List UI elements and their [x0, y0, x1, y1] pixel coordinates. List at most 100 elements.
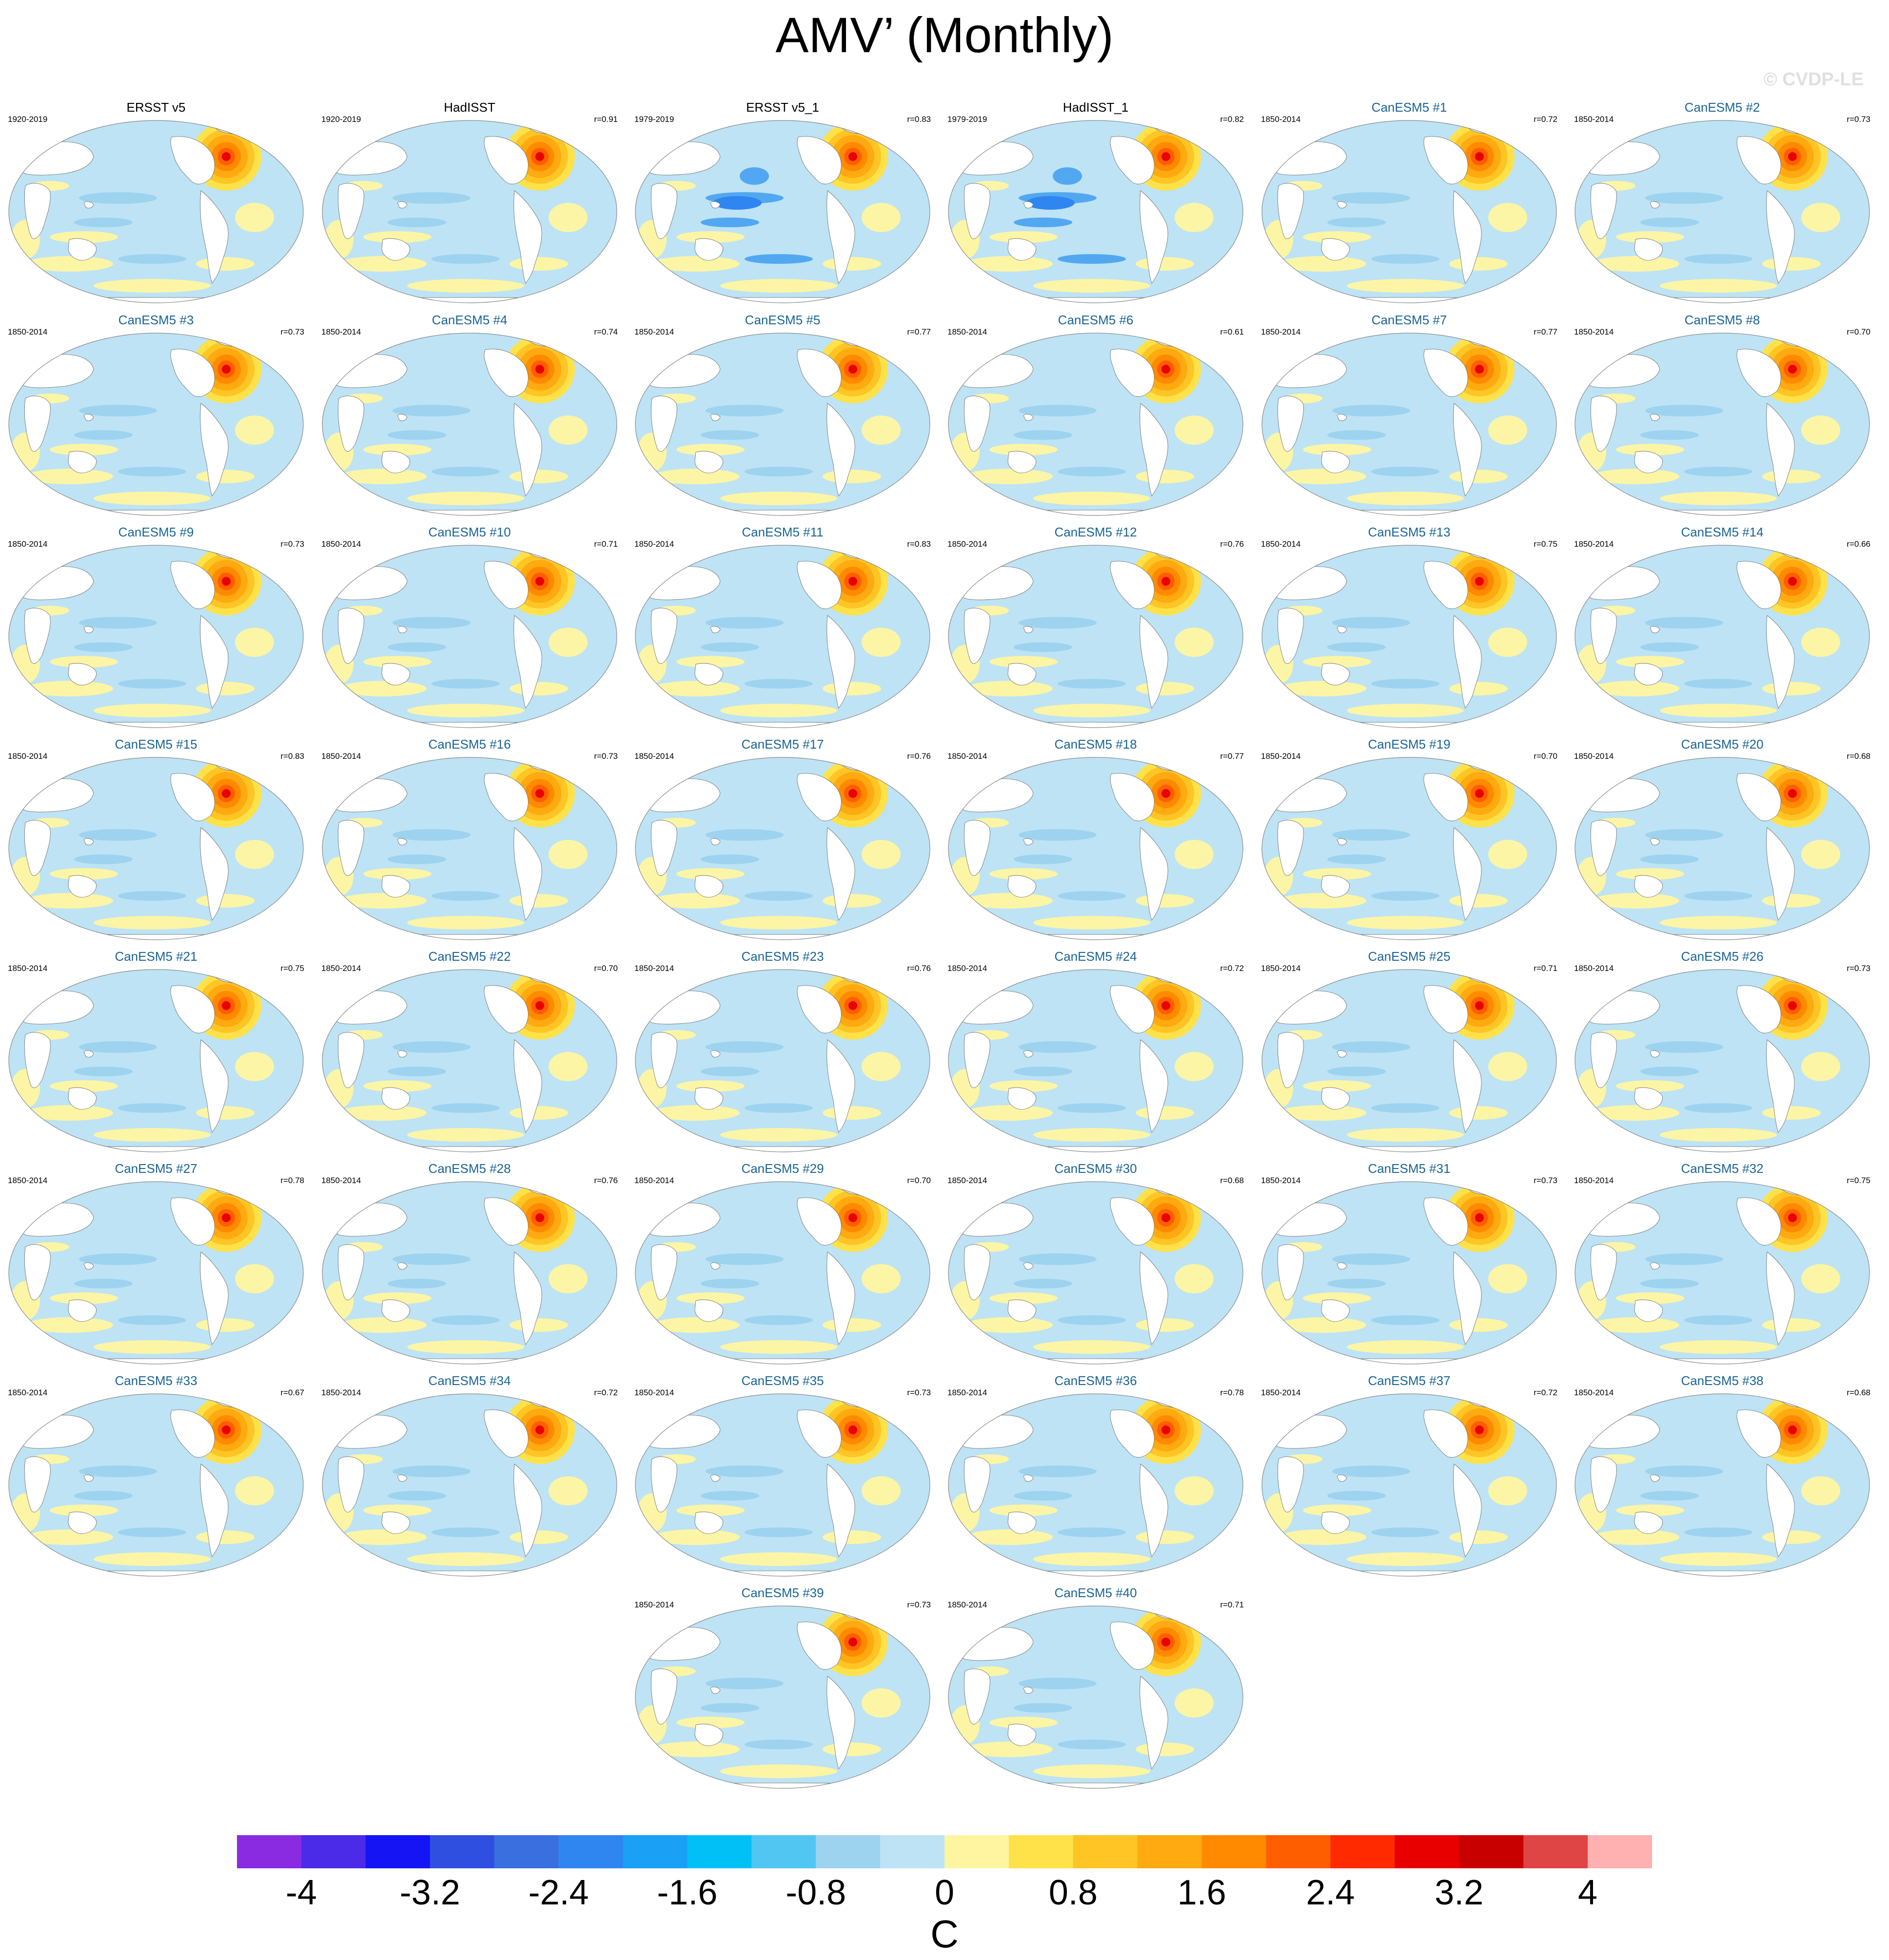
map-panel: CanESM5 #26 1850-2014 r=0.73 [1566, 949, 1878, 1161]
panel-title: CanESM5 #3 [118, 313, 194, 327]
panel-years: 1850-2014 [321, 1176, 361, 1185]
map-panel: CanESM5 #36 1850-2014 r=0.78 [940, 1373, 1252, 1585]
map-panel: CanESM5 #39 1850-2014 r=0.73 [627, 1585, 939, 1798]
panel-years: 1850-2014 [634, 1388, 674, 1397]
panel-title: CanESM5 #7 [1371, 313, 1447, 327]
world-map [1574, 545, 1870, 728]
map-panel: CanESM5 #13 1850-2014 r=0.75 [1253, 525, 1565, 737]
colorbar-segment [687, 1835, 752, 1868]
panel-years: 1850-2014 [947, 964, 987, 973]
colorbar-segment [1459, 1835, 1524, 1868]
panel-years: 1850-2014 [321, 964, 361, 973]
world-map [8, 1393, 304, 1577]
panel-years: 1979-2019 [947, 115, 987, 124]
world-map [322, 1393, 617, 1577]
world-map [635, 120, 930, 303]
panel-correlation: r=0.72 [1220, 964, 1244, 973]
world-map [322, 757, 617, 940]
panel-title: CanESM5 #5 [745, 313, 821, 327]
panel-correlation: r=0.82 [1220, 115, 1244, 124]
panel-title: CanESM5 #23 [741, 949, 824, 964]
map-panel: CanESM5 #3 1850-2014 r=0.73 [0, 313, 312, 525]
map-panel: CanESM5 #1 1850-2014 r=0.72 [1253, 100, 1565, 312]
map-panel: CanESM5 #16 1850-2014 r=0.73 [314, 737, 626, 949]
world-map [1574, 1181, 1870, 1365]
panel-correlation: r=0.76 [907, 964, 931, 973]
panel-years: 1850-2014 [1574, 964, 1614, 973]
panel-correlation: r=0.68 [1847, 752, 1870, 761]
panel-years: 1850-2014 [321, 1388, 361, 1397]
world-map [948, 1605, 1243, 1789]
panel-years: 1850-2014 [321, 327, 361, 337]
colorbar-segment [1588, 1835, 1652, 1868]
panel-years: 1850-2014 [634, 1600, 674, 1609]
map-panel: CanESM5 #19 1850-2014 r=0.70 [1253, 737, 1565, 949]
map-panel: HadISST 1920-2019 r=0.91 [314, 100, 626, 312]
panel-title: HadISST [444, 100, 495, 115]
panel-years: 1850-2014 [634, 964, 674, 973]
panel-years: 1850-2014 [8, 327, 48, 337]
panel-title: CanESM5 #27 [115, 1161, 197, 1176]
panel-correlation: r=0.75 [1847, 1176, 1870, 1185]
panel-years: 1850-2014 [947, 1176, 987, 1185]
panel-correlation: r=0.73 [1847, 964, 1870, 973]
panel-correlation: r=0.70 [594, 964, 618, 973]
panel-correlation: r=0.83 [907, 115, 931, 124]
colorbar-segment [301, 1835, 366, 1868]
panel-title: CanESM5 #24 [1054, 949, 1137, 964]
map-panel: CanESM5 #17 1850-2014 r=0.76 [627, 737, 939, 949]
panel-correlation: r=0.72 [594, 1388, 618, 1397]
panel-correlation: r=0.70 [1847, 327, 1870, 337]
watermark: © CVDP-LE [1763, 69, 1864, 90]
map-panel: CanESM5 #12 1850-2014 r=0.76 [940, 525, 1252, 737]
world-map [1261, 969, 1557, 1152]
world-map [948, 545, 1243, 728]
world-map [635, 333, 930, 516]
panel-title: CanESM5 #26 [1681, 949, 1764, 964]
colorbar-segment [1266, 1835, 1331, 1868]
panel-correlation: r=0.71 [594, 539, 618, 549]
panel-years: 1850-2014 [8, 752, 48, 761]
map-panel: CanESM5 #5 1850-2014 r=0.77 [627, 313, 939, 525]
map-panel: CanESM5 #11 1850-2014 r=0.83 [627, 525, 939, 737]
world-map [8, 1181, 304, 1365]
panel-title: CanESM5 #18 [1054, 737, 1137, 752]
panel-title: CanESM5 #22 [428, 949, 511, 964]
map-panel: CanESM5 #10 1850-2014 r=0.71 [314, 525, 626, 737]
panel-title: CanESM5 #36 [1054, 1373, 1137, 1388]
panel-years: 1850-2014 [947, 327, 987, 337]
panel-years: 1850-2014 [1574, 327, 1614, 337]
colorbar-tick-label: 2.4 [1306, 1873, 1355, 1912]
panel-title: CanESM5 #32 [1681, 1161, 1764, 1176]
colorbar-tick-label: -4 [285, 1873, 317, 1912]
map-panel: ERSST v5_1 1979-2019 r=0.83 [627, 100, 939, 312]
panel-title: CanESM5 #30 [1054, 1161, 1137, 1176]
map-panel: CanESM5 #34 1850-2014 r=0.72 [314, 1373, 626, 1585]
colorbar-segment [237, 1835, 302, 1868]
colorbar-segment [1330, 1835, 1395, 1868]
map-panel: CanESM5 #20 1850-2014 r=0.68 [1566, 737, 1878, 949]
map-panel: CanESM5 #37 1850-2014 r=0.72 [1253, 1373, 1565, 1585]
world-map [948, 333, 1243, 516]
colorbar-segment [365, 1835, 431, 1868]
panel-title: CanESM5 #2 [1684, 100, 1760, 115]
panel-title: CanESM5 #8 [1684, 313, 1760, 327]
panel-title: ERSST v5_1 [746, 100, 819, 115]
panel-title: CanESM5 #25 [1368, 949, 1451, 964]
panel-title: CanESM5 #37 [1368, 1373, 1451, 1388]
world-map [635, 1605, 930, 1789]
panel-correlation: r=0.77 [1220, 752, 1244, 761]
world-map [8, 969, 304, 1152]
panel-years: 1850-2014 [1261, 964, 1301, 973]
panel-correlation: r=0.73 [1534, 1176, 1557, 1185]
panel-years: 1850-2014 [1574, 1176, 1614, 1185]
panel-title: CanESM5 #34 [428, 1373, 511, 1388]
panel-correlation: r=0.73 [1847, 115, 1870, 124]
world-map [322, 333, 617, 516]
panel-correlation: r=0.61 [1220, 327, 1244, 337]
panel-correlation: r=0.70 [907, 1176, 931, 1185]
map-panel: CanESM5 #29 1850-2014 r=0.70 [627, 1161, 939, 1373]
panel-title: CanESM5 #19 [1368, 737, 1451, 752]
panel-correlation: r=0.73 [280, 539, 304, 549]
map-panel: CanESM5 #32 1850-2014 r=0.75 [1566, 1161, 1878, 1373]
